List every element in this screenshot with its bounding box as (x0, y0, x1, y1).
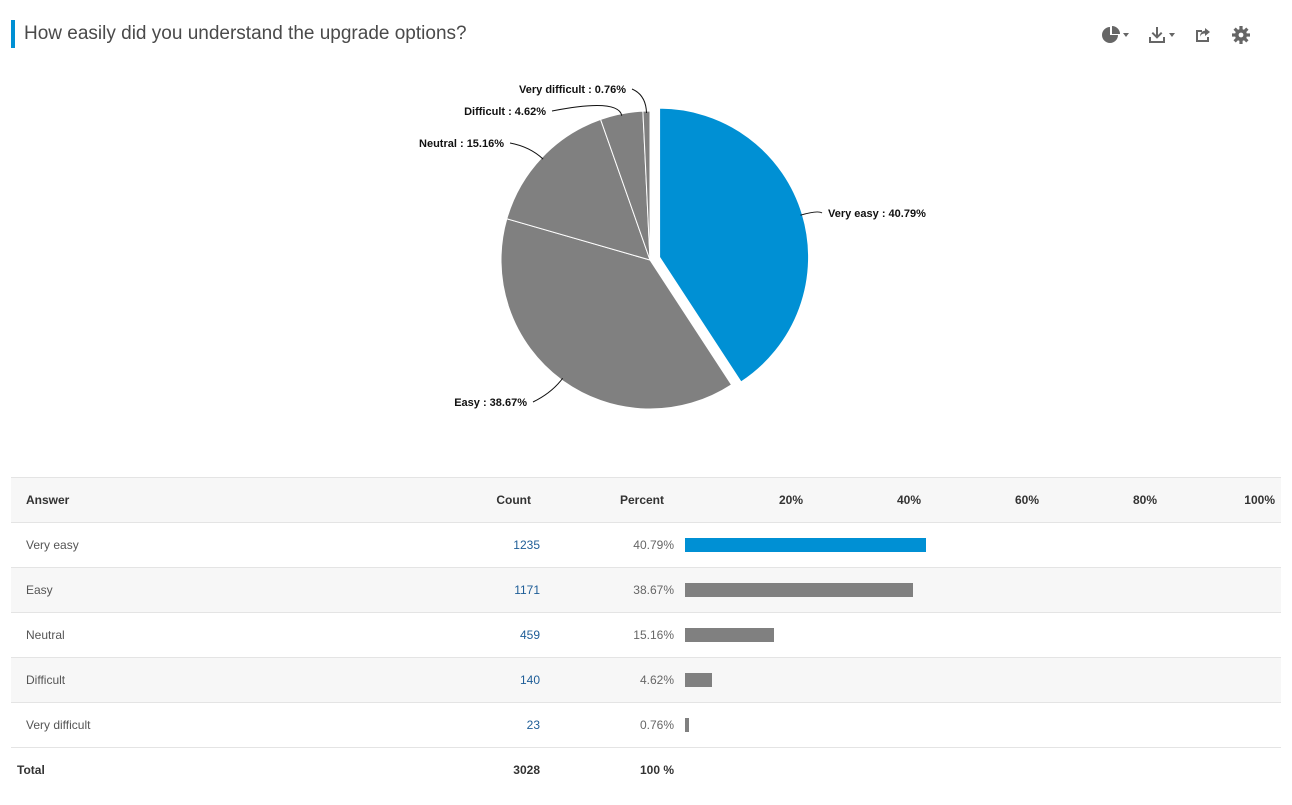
pie-data-label: Very difficult : 0.76% (519, 84, 626, 96)
pie-data-label: Easy : 38.67% (454, 397, 527, 409)
scale-tick: 60% (1014, 493, 1039, 507)
download-button[interactable] (1148, 23, 1176, 47)
pie-chart: Very easy : 40.79% Easy : 38.67% Neutral :… (419, 84, 926, 410)
table-row: Very easy 1235 40.79% (11, 522, 1281, 567)
count-link[interactable]: 459 (519, 628, 540, 642)
table-header-row: Answer Count Percent 20% 40% 60% 80% 100… (11, 477, 1281, 522)
table-total-row: Total 3028 100 % (11, 747, 1281, 792)
column-header-count: Count (496, 493, 531, 507)
answer-label: Difficult (26, 673, 66, 687)
scale-tick: 80% (1132, 493, 1157, 507)
answer-label: Very easy (26, 538, 79, 552)
total-percent: 100 % (639, 763, 674, 777)
total-label: Total (17, 763, 45, 777)
title-accent-bar (11, 20, 15, 48)
download-icon (1149, 27, 1165, 43)
percent-value: 38.67% (633, 583, 674, 597)
pie-label-connector (509, 142, 544, 160)
count-link[interactable]: 140 (519, 673, 540, 687)
count-link[interactable]: 1171 (514, 583, 540, 597)
share-button[interactable] (1194, 23, 1212, 47)
total-count: 3028 (513, 763, 540, 777)
chart-type-icon (1102, 26, 1120, 43)
pie-label-connector (532, 377, 564, 403)
toolbar (1088, 22, 1250, 48)
table-row: Neutral 459 15.16% (11, 612, 1281, 657)
percent-value: 15.16% (633, 628, 674, 642)
pie-data-label: Difficult : 4.62% (464, 106, 546, 118)
percent-value: 40.79% (633, 538, 674, 552)
answer-label: Neutral (26, 628, 65, 642)
answer-label: Easy (26, 583, 53, 597)
chevron-down-icon (1169, 33, 1175, 37)
percent-bar (685, 583, 914, 597)
gear-icon (1232, 26, 1250, 44)
bar-track (685, 613, 1275, 657)
chart-type-button[interactable] (1102, 23, 1130, 47)
column-header-answer: Answer (26, 493, 70, 507)
bar-track (685, 658, 1275, 702)
question-header: How easily did you understand the upgrad… (0, 0, 1292, 70)
bar-track (685, 703, 1275, 747)
table-row: Easy 1171 38.67% (11, 567, 1281, 612)
percent-value: 0.76% (639, 718, 674, 732)
count-link[interactable]: 1235 (513, 538, 540, 552)
results-table: Answer Count Percent 20% 40% 60% 80% 100… (11, 477, 1281, 792)
answer-label: Very difficult (26, 718, 91, 732)
percent-value: 4.62% (639, 673, 674, 687)
chevron-down-icon (1123, 33, 1129, 37)
percent-bar (685, 673, 713, 687)
scale-tick: 40% (896, 493, 921, 507)
scale-tick: 20% (778, 493, 803, 507)
pie-label-connector (631, 88, 647, 114)
settings-button[interactable] (1232, 23, 1250, 47)
bar-track (685, 568, 1275, 612)
pie-label-connector (551, 105, 623, 116)
question-title: How easily did you understand the upgrad… (24, 23, 467, 44)
table-row: Very difficult 23 0.76% (11, 702, 1281, 747)
share-icon (1196, 28, 1210, 42)
table-row: Difficult 140 4.62% (11, 657, 1281, 702)
percent-bar (685, 538, 926, 552)
percent-bar (685, 628, 775, 642)
bar-track (685, 523, 1275, 567)
pie-data-label: Neutral : 15.16% (419, 138, 504, 150)
pie-chart-area: Very easy : 40.79% Easy : 38.67% Neutral :… (0, 70, 1292, 470)
pie-label-connector (800, 211, 823, 216)
count-link[interactable]: 23 (526, 718, 540, 732)
percent-bar (685, 718, 690, 732)
pie-data-label: Very easy : 40.79% (828, 208, 926, 220)
column-header-percent: Percent (619, 493, 664, 507)
scale-tick: 100% (1244, 493, 1275, 507)
